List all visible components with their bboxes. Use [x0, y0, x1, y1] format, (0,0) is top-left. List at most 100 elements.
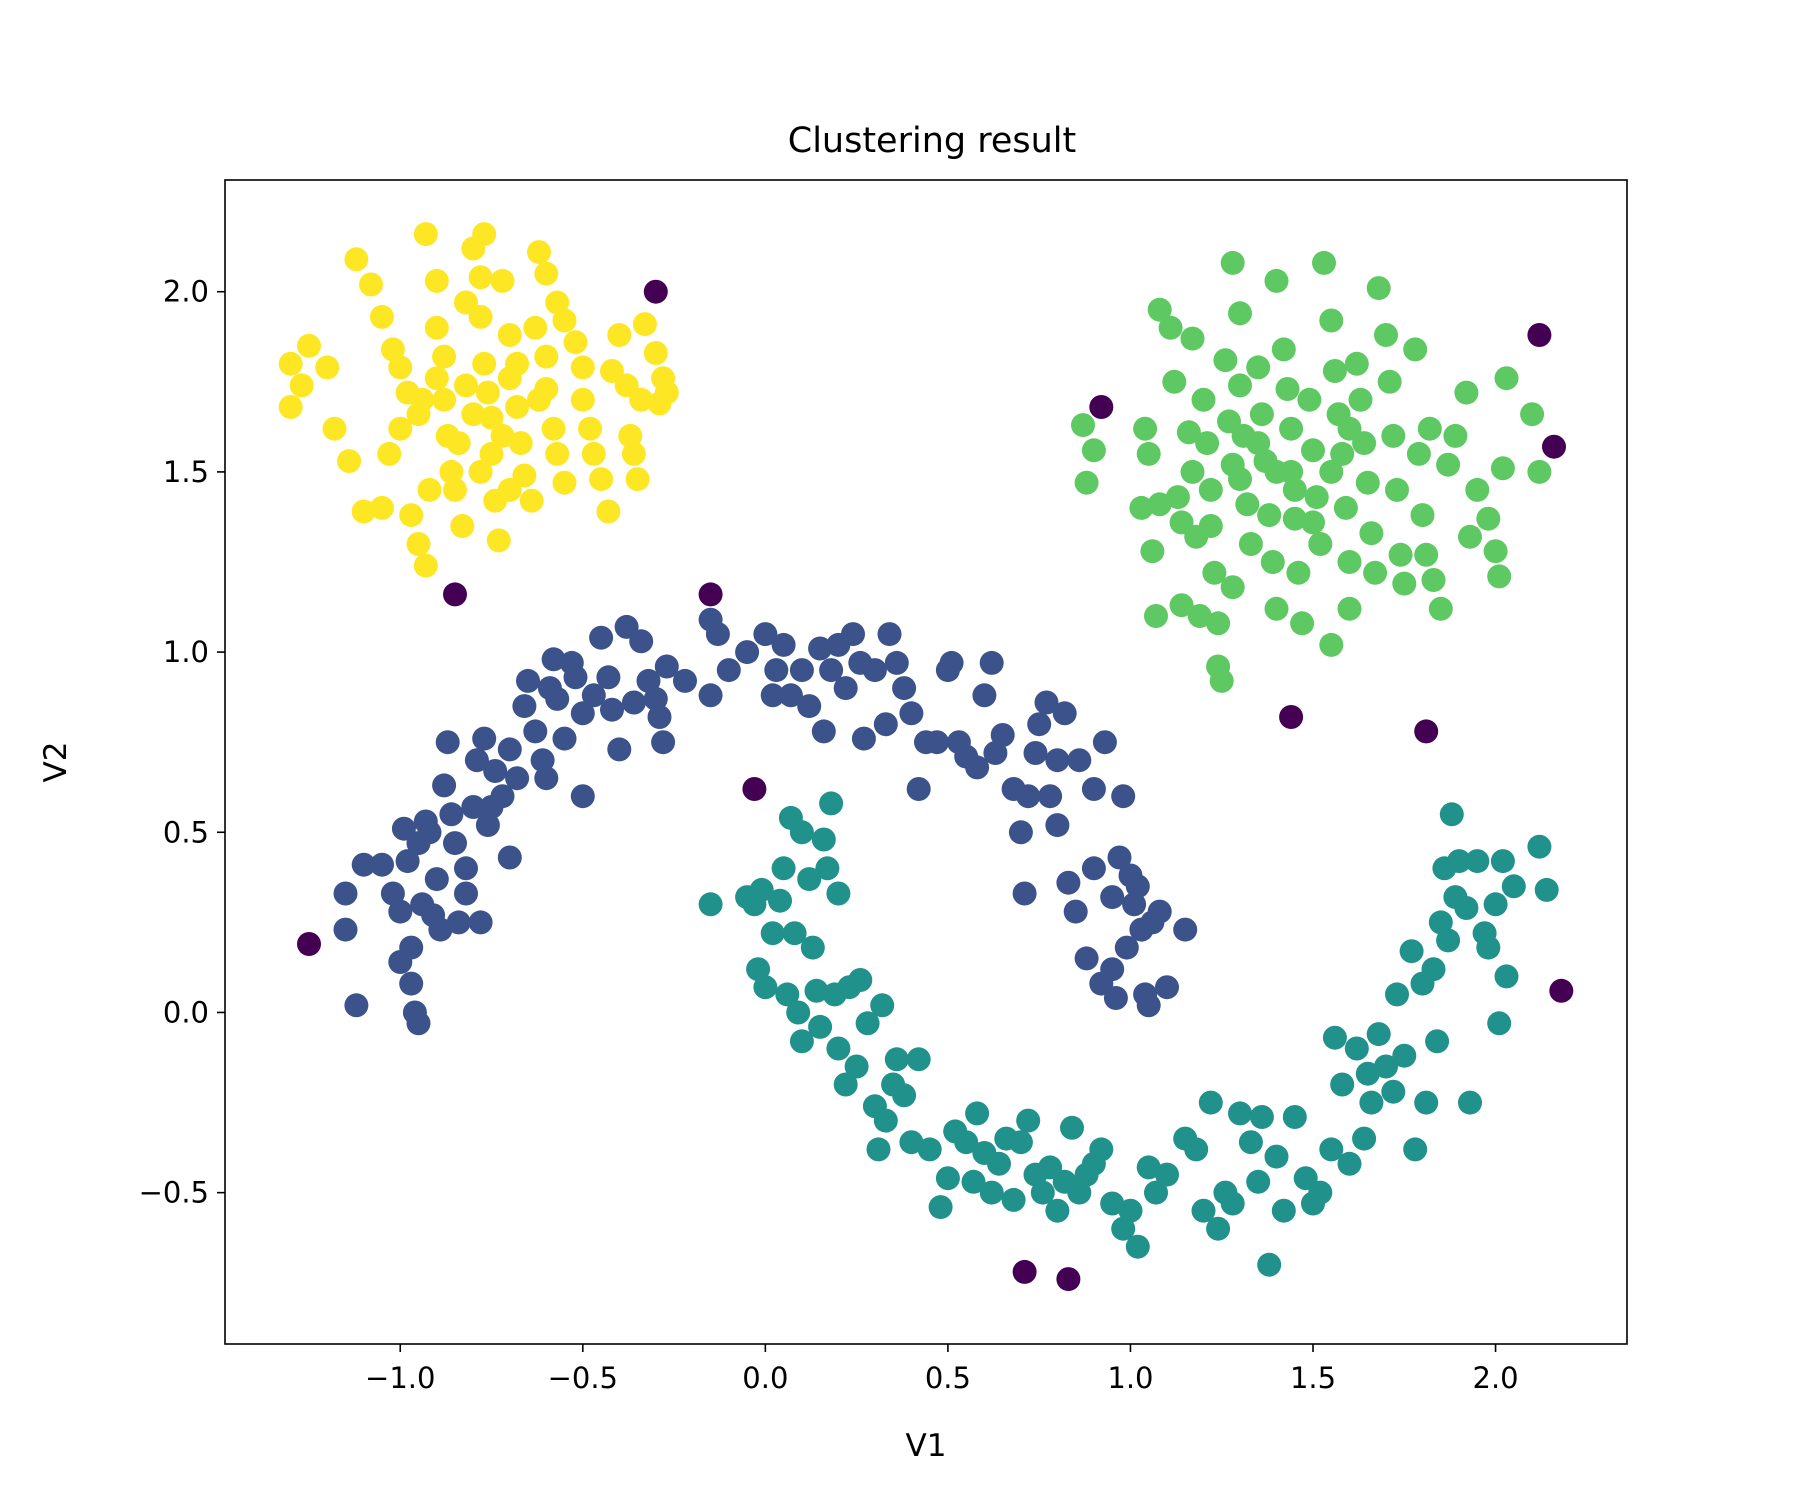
cluster-1-point: [432, 387, 457, 412]
cluster-3-point: [797, 694, 822, 719]
cluster-1-point: [359, 272, 383, 297]
cluster-2-point: [1352, 431, 1377, 456]
cluster-4-point: [1425, 1029, 1450, 1054]
cluster-1-point: [410, 387, 435, 412]
cluster-3-point: [1052, 701, 1077, 726]
cluster-4-point: [844, 1054, 869, 1079]
cluster-1-point: [454, 290, 478, 315]
cluster-3-point: [541, 647, 566, 672]
cluster-1-point: [417, 477, 442, 502]
cluster-1-point: [490, 268, 515, 293]
cluster-2-point: [1527, 459, 1552, 484]
cluster-4-point: [884, 1047, 909, 1072]
cluster-3-point: [370, 852, 394, 877]
cluster-3-point: [1074, 946, 1099, 971]
cluster-1-point: [512, 463, 537, 488]
cluster-1-point: [523, 315, 548, 340]
cluster-4-point: [1067, 1180, 1092, 1205]
cluster-2-point: [1319, 632, 1344, 657]
y-tick-label: −0.5: [139, 1176, 209, 1210]
cluster-3-point: [497, 737, 522, 762]
cluster-3-point: [596, 665, 621, 690]
cluster-4-point: [873, 1108, 898, 1133]
x-tick-label: 1.0: [1107, 1361, 1153, 1395]
cluster-2-point: [1217, 409, 1241, 434]
cluster-3-point: [1067, 748, 1092, 773]
cluster-1-point: [534, 344, 559, 369]
cluster-3-point: [388, 899, 413, 924]
cluster-3-point: [399, 935, 424, 960]
cluster-3-point: [851, 726, 876, 751]
cluster-4-point: [1483, 892, 1508, 917]
cluster-3-point: [432, 773, 457, 798]
cluster-1-point: [413, 222, 438, 247]
cluster-3-point: [629, 629, 654, 654]
cluster-4-point: [1111, 1216, 1136, 1241]
cluster-3-point: [833, 676, 858, 701]
cluster-3-point: [446, 910, 471, 935]
cluster-3-point: [647, 705, 672, 729]
cluster-1-point: [479, 405, 504, 430]
x-tick-label: 0.0: [742, 1361, 788, 1395]
cluster-1-point: [370, 495, 394, 520]
cluster-4-point: [1421, 957, 1446, 982]
cluster-4-point: [789, 1029, 814, 1054]
cluster-4-point: [749, 877, 774, 902]
cluster-0-point: [698, 582, 723, 607]
cluster-4-point: [1439, 802, 1464, 827]
cluster-3-point: [1122, 892, 1147, 917]
cluster-3-point: [811, 719, 836, 744]
cluster-1-point: [527, 387, 551, 412]
plot-area-frame: [224, 179, 1628, 1345]
cluster-4-point: [815, 856, 840, 881]
cluster-3-point: [614, 614, 639, 639]
cluster-2-point: [1228, 373, 1252, 398]
cluster-3-point: [925, 730, 949, 755]
cluster-4-point: [1392, 1043, 1417, 1068]
cluster-2-point: [1228, 467, 1252, 492]
cluster-2-point: [1406, 441, 1431, 466]
cluster-4-point: [819, 791, 844, 816]
cluster-4-point: [797, 867, 822, 892]
cluster-4-point: [1125, 1234, 1150, 1259]
cluster-4-point: [1501, 874, 1526, 899]
cluster-4-point: [1428, 910, 1453, 935]
cluster-1-point: [614, 373, 639, 398]
cluster-4-point: [954, 1130, 979, 1155]
cluster-1-point: [545, 290, 570, 315]
cluster-3-point: [1136, 993, 1161, 1018]
cluster-3-point: [643, 686, 668, 711]
cluster-3-point: [380, 881, 405, 906]
cluster-2-point: [1487, 564, 1512, 589]
cluster-2-point: [1322, 359, 1347, 383]
cluster-1-point: [618, 423, 643, 448]
cluster-1-point: [424, 315, 449, 340]
cluster-4-point: [775, 982, 800, 1007]
cluster-2-point: [1074, 470, 1099, 495]
cluster-1-point: [527, 240, 551, 265]
y-tick-label: 1.0: [163, 635, 209, 669]
cluster-2-point: [1260, 550, 1285, 574]
cluster-1-point: [643, 341, 668, 365]
cluster-0-point: [1056, 1267, 1081, 1292]
cluster-4-point: [1436, 928, 1461, 953]
cluster-2-point: [1344, 351, 1369, 376]
cluster-4-point: [1447, 849, 1472, 874]
cluster-3-point: [1023, 741, 1048, 765]
cluster-1-point: [519, 488, 544, 513]
cluster-4-point: [928, 1195, 953, 1220]
cluster-4-point: [1249, 1105, 1274, 1129]
cluster-1-point: [380, 337, 405, 362]
cluster-0-point: [297, 932, 321, 956]
cluster-4-point: [782, 921, 807, 946]
cluster-3-point: [351, 852, 376, 877]
cluster-2-point: [1301, 510, 1325, 535]
cluster-2-point: [1264, 459, 1289, 484]
cluster-2-point: [1198, 514, 1223, 538]
cluster-2-point: [1443, 423, 1468, 448]
cluster-2-point: [1198, 477, 1223, 502]
cluster-1-point: [424, 268, 449, 293]
cluster-4-point: [753, 975, 778, 1000]
cluster-2-point: [1144, 604, 1168, 628]
cluster-1-point: [468, 265, 493, 290]
